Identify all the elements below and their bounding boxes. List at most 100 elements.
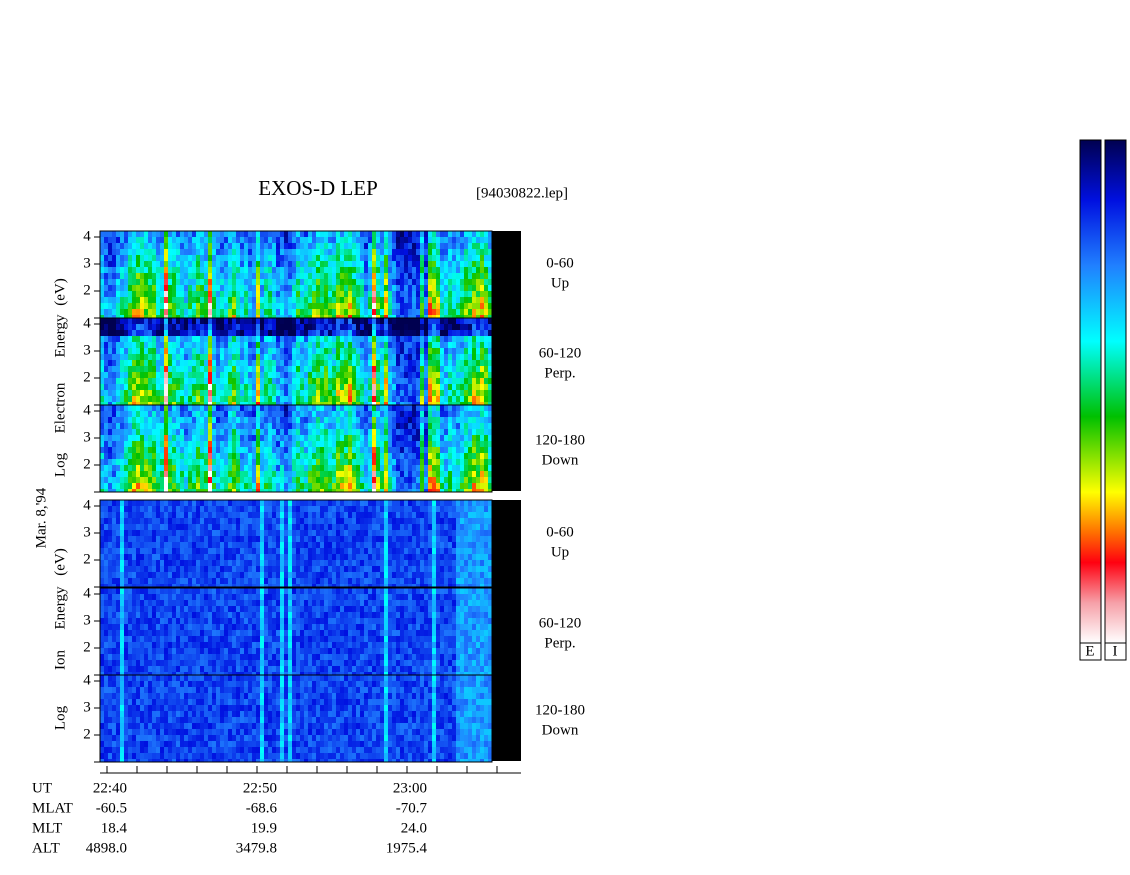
spectrogram-cell [252,453,256,459]
spectrogram-cell [220,372,224,378]
spectrogram-cell [104,297,108,303]
spectrogram-cell [416,417,420,423]
spectrogram-cell [152,261,156,267]
spectrogram-cell [244,249,248,255]
spectrogram-cell [476,360,480,366]
spectrogram-cell [252,360,256,366]
spectrogram-cell [384,249,388,255]
spectrogram-cell [192,423,196,429]
spectrogram-cell [220,303,224,309]
spectrogram-cell [488,297,492,303]
spectrogram-cell [272,354,276,360]
spectrogram-cell [108,285,112,291]
spectrogram-cell [172,309,176,315]
spectrogram-cell [472,273,476,279]
spectrogram-cell [192,506,196,512]
spectrogram-cell [108,506,112,512]
spectrogram-cell [400,378,404,384]
spectrogram-cell [376,336,380,342]
spectrogram-cell [464,447,468,453]
spectrogram-cell [412,453,416,459]
spectrogram-cell [276,483,280,489]
spectrogram-cell [312,384,316,390]
spectrogram-cell [104,354,108,360]
spectrogram-cell [420,231,424,237]
spectrogram-cell [216,548,220,554]
spectrogram-cell [164,554,168,560]
spectrogram-cell [252,500,256,506]
spectrogram-cell [408,441,412,447]
spectrogram-cell [212,354,216,360]
spectrogram-cell [224,554,228,560]
spectrogram-cell [260,243,264,249]
spectrogram-cell [420,342,424,348]
spectrogram-cell [244,483,248,489]
spectrogram-cell [392,267,396,273]
spectrogram-cell [340,255,344,261]
spectrogram-cell [444,324,448,330]
spectrogram-cell [304,441,308,447]
spectrogram-cell [252,279,256,285]
spectrogram-cell [480,483,484,489]
spectrogram-cell [296,465,300,471]
spectrogram-cell [312,366,316,372]
spectrogram-cell [440,279,444,285]
spectrogram-cell [472,396,476,402]
spectrogram-cell [472,354,476,360]
spectrogram-cell [364,348,368,354]
spectrogram-cell [368,342,372,348]
spectrogram-cell [368,459,372,465]
spectrogram-cell [268,243,272,249]
spectrogram-cell [264,489,268,492]
spectrogram-cell [260,459,264,465]
spectrogram-cell [196,342,200,348]
spectrogram-cell [336,390,340,396]
spectrogram-cell [436,324,440,330]
spectrogram-cell [164,255,168,261]
spectrogram-cell [392,342,396,348]
spectrogram-cell [176,441,180,447]
spectrogram-cell [312,273,316,279]
spectrogram-cell [440,255,444,261]
spectrogram-cell [200,566,204,572]
spectrogram-cell [264,366,268,372]
spectrogram-cell [144,512,148,518]
spectrogram-cell [172,500,176,506]
spectrogram-cell [244,453,248,459]
spectrogram-cell [224,411,228,417]
spectrogram-cell [236,243,240,249]
spectrogram-cell [320,372,324,378]
spectrogram-cell [464,405,468,411]
spectrogram-cell [288,348,292,354]
spectrogram-cell [452,405,456,411]
spectrogram-cell [320,336,324,342]
spectrogram-cell [120,584,124,587]
spectrogram-cell [308,396,312,402]
spectrogram-cell [108,471,112,477]
spectrogram-cell [356,489,360,492]
spectrogram-cell [256,417,260,423]
spectrogram-cell [124,584,128,587]
spectrogram-cell [488,330,492,336]
spectrogram-cell [260,354,264,360]
spectrogram-cell [136,243,140,249]
spectrogram-cell [120,384,124,390]
spectrogram-cell [116,483,120,489]
spectrogram-cell [276,309,280,315]
spectrogram-cell [248,309,252,315]
spectrogram-cell [292,237,296,243]
spectrogram-cell [152,336,156,342]
spectrogram-cell [224,372,228,378]
spectrogram-cell [232,506,236,512]
spectrogram-cell [448,309,452,315]
spectrogram-cell [120,518,124,524]
spectrogram-cell [200,249,204,255]
spectrogram-cell [128,342,132,348]
spectrogram-cell [372,471,376,477]
spectrogram-cell [168,471,172,477]
spectrogram-cell [248,342,252,348]
spectrogram-cell [112,243,116,249]
spectrogram-cell [440,441,444,447]
spectrogram-cell [352,291,356,297]
spectrogram-cell [332,261,336,267]
